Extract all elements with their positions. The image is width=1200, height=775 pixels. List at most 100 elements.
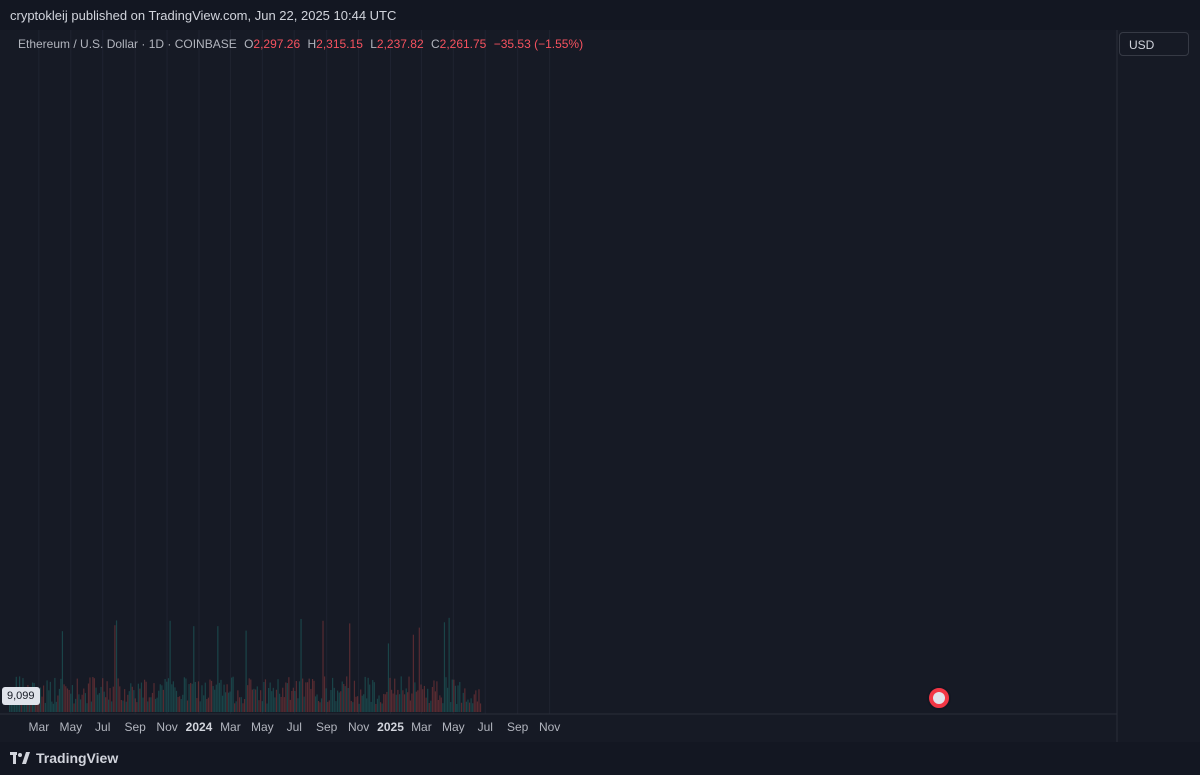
volume-bar bbox=[231, 677, 233, 712]
volume-bar bbox=[389, 677, 391, 712]
volume-bar bbox=[86, 703, 88, 712]
volume-bar bbox=[277, 679, 279, 712]
volume-bar bbox=[292, 687, 294, 712]
volume-bar bbox=[436, 681, 438, 712]
volume-bar bbox=[411, 693, 413, 712]
volume-bar bbox=[446, 687, 449, 712]
volume-bar bbox=[381, 703, 383, 712]
volume-bar bbox=[177, 696, 179, 712]
volume-bar bbox=[78, 694, 80, 712]
volume-bar bbox=[203, 695, 205, 712]
volume-bar bbox=[479, 703, 482, 712]
volume-bar bbox=[407, 692, 409, 712]
volume-bar bbox=[66, 688, 69, 712]
volume-bar bbox=[247, 685, 249, 712]
volume-bar bbox=[286, 683, 288, 712]
volume-bar bbox=[430, 700, 432, 712]
volume-bar bbox=[335, 701, 337, 712]
volume-bar bbox=[98, 693, 100, 712]
volume-bar bbox=[145, 681, 147, 712]
tradingview-logo-icon bbox=[10, 752, 30, 764]
volume-bar bbox=[363, 694, 365, 712]
volume-bar bbox=[65, 686, 67, 712]
volume-bar bbox=[111, 701, 113, 712]
volume-bar bbox=[71, 685, 74, 712]
time-tick-label: Nov bbox=[539, 720, 560, 734]
volume-bar bbox=[114, 625, 116, 712]
volume-bar bbox=[425, 697, 427, 712]
volume-bar bbox=[392, 693, 394, 712]
volume-bar bbox=[266, 703, 268, 712]
chart-grid bbox=[38, 30, 551, 714]
volume-bar bbox=[159, 684, 161, 712]
volume-bar bbox=[75, 698, 77, 712]
currency-button[interactable]: USD bbox=[1119, 32, 1189, 56]
volume-bar bbox=[127, 694, 129, 712]
volume-bar bbox=[456, 703, 458, 712]
volume-bar bbox=[61, 631, 64, 712]
tradingview-label: TradingView bbox=[36, 750, 119, 766]
volume-bar bbox=[303, 696, 305, 712]
volume-bar bbox=[369, 684, 371, 712]
volume-bar bbox=[415, 691, 417, 712]
tradingview-brand[interactable]: TradingView bbox=[10, 750, 118, 766]
legend-open-label: O bbox=[244, 37, 254, 51]
volume-bar bbox=[317, 700, 320, 712]
time-tick-label: Jul bbox=[287, 720, 302, 734]
volume-bar bbox=[470, 698, 472, 712]
volume-bar bbox=[433, 680, 435, 712]
volume-bar bbox=[414, 682, 416, 712]
volume-bar bbox=[251, 689, 253, 712]
volume-bar bbox=[344, 686, 346, 712]
volume-bar bbox=[285, 682, 287, 712]
volume-bar bbox=[223, 684, 225, 712]
volume-bar bbox=[193, 626, 195, 712]
volume-bar bbox=[269, 682, 271, 712]
volume-bar bbox=[263, 681, 265, 712]
volume-bar bbox=[372, 680, 374, 712]
volume-bar bbox=[397, 689, 399, 712]
volume-bar bbox=[295, 681, 297, 712]
volume-bar bbox=[274, 697, 276, 712]
volume-bar bbox=[182, 694, 184, 712]
volume-bar bbox=[313, 680, 315, 712]
volume-bar bbox=[462, 692, 464, 712]
volume-bar bbox=[322, 620, 324, 712]
volume-bar bbox=[206, 698, 208, 712]
volume-bar bbox=[117, 678, 119, 712]
volume-bar bbox=[264, 679, 267, 712]
published-text: cryptokleij published on TradingView.com… bbox=[10, 8, 397, 23]
volume-bar bbox=[102, 678, 104, 712]
volume-bar bbox=[437, 699, 439, 712]
chart-frame[interactable] bbox=[0, 30, 1200, 742]
volume-bar bbox=[408, 676, 410, 712]
volume-bar bbox=[314, 696, 317, 712]
volume-bar bbox=[278, 693, 281, 712]
volume-bar bbox=[158, 690, 160, 712]
volume-bar bbox=[460, 702, 463, 712]
us-flag-icon[interactable] bbox=[927, 686, 951, 710]
time-tick-label: Mar bbox=[411, 720, 432, 734]
volume-bar bbox=[134, 698, 136, 712]
volume-bar bbox=[120, 699, 122, 712]
volume-bar bbox=[166, 681, 168, 712]
volume-bar bbox=[328, 700, 330, 712]
volume-bar bbox=[212, 686, 214, 712]
volume-bar bbox=[58, 688, 60, 712]
volume-bar bbox=[250, 679, 252, 712]
volume-bar bbox=[130, 683, 132, 712]
volume-bar bbox=[465, 701, 468, 712]
volume-bar bbox=[48, 690, 50, 712]
volume-bar bbox=[105, 697, 107, 712]
volume-bar bbox=[226, 684, 228, 712]
volume-bar bbox=[167, 678, 170, 712]
volume-bar bbox=[143, 679, 146, 712]
volume-bar bbox=[172, 681, 174, 712]
volume-bar bbox=[162, 689, 165, 712]
volume-bar bbox=[330, 690, 332, 712]
volume-bar bbox=[417, 690, 419, 712]
volume-bar bbox=[224, 692, 227, 712]
volume-bar bbox=[169, 620, 171, 712]
volume-bar bbox=[57, 695, 59, 712]
